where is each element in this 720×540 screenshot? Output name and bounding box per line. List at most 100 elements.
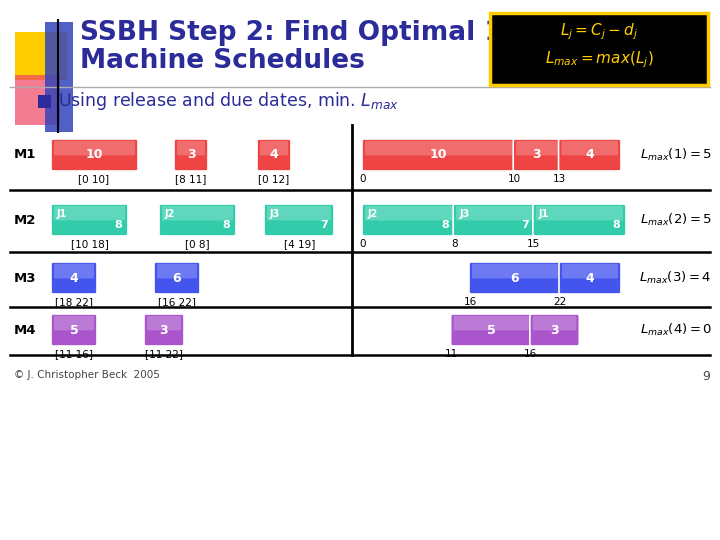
- Text: Machine Schedules: Machine Schedules: [80, 48, 365, 74]
- FancyBboxPatch shape: [562, 141, 618, 156]
- Text: 7: 7: [320, 220, 328, 230]
- FancyBboxPatch shape: [516, 141, 557, 156]
- Text: 15: 15: [527, 239, 541, 249]
- Text: J1: J1: [57, 209, 67, 219]
- FancyBboxPatch shape: [162, 206, 233, 220]
- Text: J2: J2: [165, 209, 175, 219]
- FancyBboxPatch shape: [451, 314, 532, 346]
- Text: [0 8]: [0 8]: [185, 239, 210, 249]
- Text: 3: 3: [160, 323, 168, 336]
- FancyBboxPatch shape: [562, 264, 618, 279]
- Text: J3: J3: [459, 209, 469, 219]
- Text: $L_{max}(1) = 5$: $L_{max}(1) = 5$: [639, 147, 712, 163]
- Text: 4: 4: [70, 272, 78, 285]
- FancyBboxPatch shape: [533, 204, 626, 236]
- Text: 16: 16: [524, 349, 537, 359]
- Text: 10: 10: [86, 148, 103, 161]
- FancyBboxPatch shape: [159, 204, 236, 236]
- Text: 13: 13: [553, 174, 566, 184]
- FancyBboxPatch shape: [453, 204, 535, 236]
- Text: 8: 8: [441, 220, 449, 230]
- FancyBboxPatch shape: [456, 206, 532, 220]
- FancyBboxPatch shape: [177, 141, 205, 156]
- FancyBboxPatch shape: [536, 206, 623, 220]
- Text: 0: 0: [360, 174, 366, 184]
- Text: [10 18]: [10 18]: [71, 239, 109, 249]
- Text: J2: J2: [368, 209, 378, 219]
- FancyBboxPatch shape: [144, 314, 184, 346]
- Text: M2: M2: [14, 213, 37, 226]
- FancyBboxPatch shape: [530, 314, 580, 346]
- Bar: [45, 22, 73, 132]
- Text: $L_{max}(3) = 4$: $L_{max}(3) = 4$: [639, 270, 712, 286]
- FancyBboxPatch shape: [154, 262, 200, 294]
- FancyBboxPatch shape: [174, 139, 208, 171]
- Text: $L_{max}(2) = 5$: $L_{max}(2) = 5$: [639, 212, 712, 228]
- Text: 10: 10: [430, 148, 447, 161]
- Text: Using release and due dates, min. $L_{max}$: Using release and due dates, min. $L_{ma…: [58, 91, 399, 112]
- Text: $L_{max}(4) = 0$: $L_{max}(4) = 0$: [639, 322, 712, 338]
- Text: 7: 7: [521, 220, 529, 230]
- FancyBboxPatch shape: [559, 262, 621, 294]
- FancyBboxPatch shape: [267, 206, 331, 220]
- FancyBboxPatch shape: [51, 262, 97, 294]
- Text: $L_j = C_j - d_j$: $L_j = C_j - d_j$: [560, 21, 638, 42]
- FancyBboxPatch shape: [147, 316, 181, 330]
- Bar: [38, 95, 51, 108]
- Text: [0 12]: [0 12]: [258, 174, 289, 184]
- Text: J3: J3: [270, 209, 280, 219]
- Text: 0: 0: [360, 239, 366, 249]
- FancyBboxPatch shape: [365, 141, 512, 156]
- Text: 8: 8: [451, 239, 457, 249]
- FancyBboxPatch shape: [51, 139, 138, 171]
- Text: $L_{max} = max(L_j)$: $L_{max} = max(L_j)$: [545, 49, 653, 70]
- Text: 5: 5: [487, 323, 495, 336]
- FancyBboxPatch shape: [54, 206, 125, 220]
- Text: J1: J1: [539, 209, 549, 219]
- Text: 11: 11: [445, 349, 459, 359]
- Text: 8: 8: [222, 220, 230, 230]
- Bar: [15, 32, 67, 80]
- FancyBboxPatch shape: [157, 264, 197, 279]
- Text: [11 16]: [11 16]: [55, 349, 93, 359]
- Text: 6: 6: [173, 272, 181, 285]
- FancyBboxPatch shape: [362, 204, 455, 236]
- FancyBboxPatch shape: [260, 141, 288, 156]
- Bar: [15, 75, 60, 125]
- Bar: [490, 13, 708, 85]
- Text: [0 10]: [0 10]: [78, 174, 109, 184]
- Text: [16 22]: [16 22]: [158, 297, 196, 307]
- FancyBboxPatch shape: [54, 264, 94, 279]
- FancyBboxPatch shape: [54, 316, 94, 330]
- Text: M4: M4: [14, 323, 37, 336]
- Text: M3: M3: [14, 272, 37, 285]
- FancyBboxPatch shape: [533, 316, 576, 330]
- Text: 4: 4: [585, 148, 594, 161]
- Text: 4: 4: [585, 272, 595, 285]
- Text: 6: 6: [510, 272, 519, 285]
- FancyBboxPatch shape: [469, 262, 561, 294]
- Text: 5: 5: [70, 323, 78, 336]
- FancyBboxPatch shape: [362, 139, 516, 171]
- Text: 22: 22: [554, 297, 567, 307]
- FancyBboxPatch shape: [264, 204, 334, 236]
- Text: © J. Christopher Beck  2005: © J. Christopher Beck 2005: [14, 370, 160, 380]
- Text: 16: 16: [464, 297, 477, 307]
- FancyBboxPatch shape: [365, 206, 452, 220]
- Text: M1: M1: [14, 148, 37, 161]
- Text: [8 11]: [8 11]: [175, 174, 207, 184]
- Text: SSBH Step 2: Find Optimal 1-: SSBH Step 2: Find Optimal 1-: [80, 20, 514, 46]
- Text: 8: 8: [612, 220, 620, 230]
- FancyBboxPatch shape: [51, 314, 97, 346]
- FancyBboxPatch shape: [513, 139, 561, 171]
- Text: [11 22]: [11 22]: [145, 349, 183, 359]
- FancyBboxPatch shape: [51, 204, 128, 236]
- FancyBboxPatch shape: [257, 139, 291, 171]
- FancyBboxPatch shape: [454, 316, 528, 330]
- Text: [4 19]: [4 19]: [284, 239, 315, 249]
- Text: [18 22]: [18 22]: [55, 297, 93, 307]
- Text: 3: 3: [550, 323, 559, 336]
- Text: 4: 4: [269, 148, 279, 161]
- FancyBboxPatch shape: [54, 141, 135, 156]
- FancyBboxPatch shape: [559, 139, 621, 171]
